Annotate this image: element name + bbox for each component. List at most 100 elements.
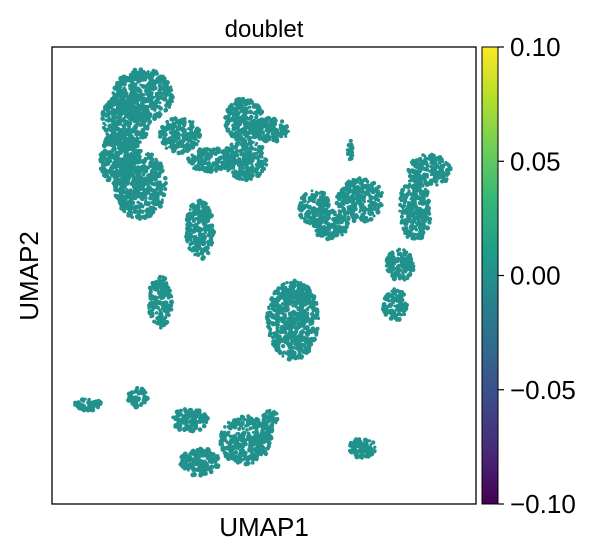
chart-title: doublet [225, 16, 304, 43]
cell-point [202, 161, 207, 166]
cell-point [233, 134, 239, 140]
cell-point [217, 157, 221, 161]
cell-point [191, 218, 196, 223]
cell-point [116, 90, 121, 95]
cell-point [267, 333, 272, 338]
cell-point [430, 152, 434, 156]
cell-point [109, 117, 113, 122]
cell-point [358, 193, 363, 199]
cell-point [124, 94, 129, 98]
cell-point [129, 94, 135, 100]
cell-point [305, 314, 310, 320]
cell-point [248, 109, 253, 113]
cell-point [396, 295, 402, 301]
cell-point [426, 207, 431, 212]
cell-point [230, 158, 234, 162]
cell-point [142, 176, 148, 182]
cell-point [302, 203, 308, 209]
cell-point [362, 190, 367, 195]
cell-point [192, 245, 197, 250]
cell-point [163, 128, 167, 133]
cell-point [322, 201, 327, 206]
cell-point [113, 139, 117, 143]
cell-point [395, 265, 400, 270]
cell-point [118, 161, 124, 167]
cell-point [221, 162, 227, 168]
cell-point [314, 190, 319, 194]
cell-point [139, 195, 145, 202]
cell-point [411, 211, 417, 217]
cell-point [158, 112, 163, 117]
cell-point [108, 170, 114, 176]
cell-point [401, 257, 405, 261]
cell-point [146, 201, 151, 206]
cell-point [111, 103, 116, 108]
cell-point [234, 130, 239, 134]
cell-point [306, 299, 311, 305]
cell-point [134, 399, 139, 404]
cell-point [339, 213, 343, 217]
cell-point [117, 200, 123, 205]
cell-point [146, 108, 150, 112]
cell-point [245, 106, 249, 110]
cell-point [402, 227, 408, 233]
cell-point [143, 117, 148, 122]
cell-point [154, 168, 158, 172]
cell-point [134, 169, 140, 175]
cell-point [188, 119, 192, 124]
cell-point [114, 120, 119, 126]
cell-point [439, 164, 445, 170]
cell-point [299, 215, 304, 220]
cell-point [144, 216, 148, 220]
cell-point [369, 195, 373, 199]
cell-point [117, 128, 123, 133]
cell-point [285, 124, 289, 128]
cell-point [149, 156, 155, 162]
cell-point [278, 317, 283, 321]
cell-point [176, 135, 181, 141]
cell-point [293, 329, 299, 335]
cell-point [289, 280, 294, 286]
cell-point [134, 403, 140, 409]
cell-point [139, 388, 145, 394]
cell-point [244, 133, 249, 139]
cell-point [265, 132, 270, 138]
cell-point [164, 95, 167, 99]
cell-point [307, 288, 312, 294]
cell-point [245, 166, 251, 172]
cell-point [131, 91, 136, 96]
cell-point [108, 139, 112, 144]
cell-point [107, 127, 111, 132]
cell-point [299, 195, 305, 201]
cell-point [285, 295, 291, 300]
cell-point [306, 200, 310, 204]
cell-point [320, 214, 324, 218]
cell-point [101, 125, 106, 130]
cell-point [133, 180, 139, 186]
cell-point [182, 117, 187, 121]
cell-point [285, 307, 290, 312]
cell-point [243, 171, 247, 175]
cell-point [149, 187, 155, 193]
cell-point [415, 235, 421, 240]
cell-point [107, 104, 113, 110]
cell-point [250, 130, 255, 135]
cell-point [152, 176, 158, 182]
cell-point [387, 308, 393, 314]
cell-point [133, 70, 137, 74]
cell-point [157, 83, 163, 88]
cell-point [135, 118, 139, 122]
cell-point [131, 174, 136, 178]
cell-point [154, 104, 159, 109]
cell-point [118, 131, 122, 135]
cell-point [151, 68, 156, 74]
cell-point [360, 212, 366, 218]
cell-point [341, 225, 346, 231]
cell-point [214, 152, 218, 156]
cell-point [161, 193, 166, 197]
cell-point [161, 277, 166, 282]
cell-point [193, 252, 197, 257]
cell-point [129, 197, 133, 201]
cell-point [140, 210, 145, 214]
